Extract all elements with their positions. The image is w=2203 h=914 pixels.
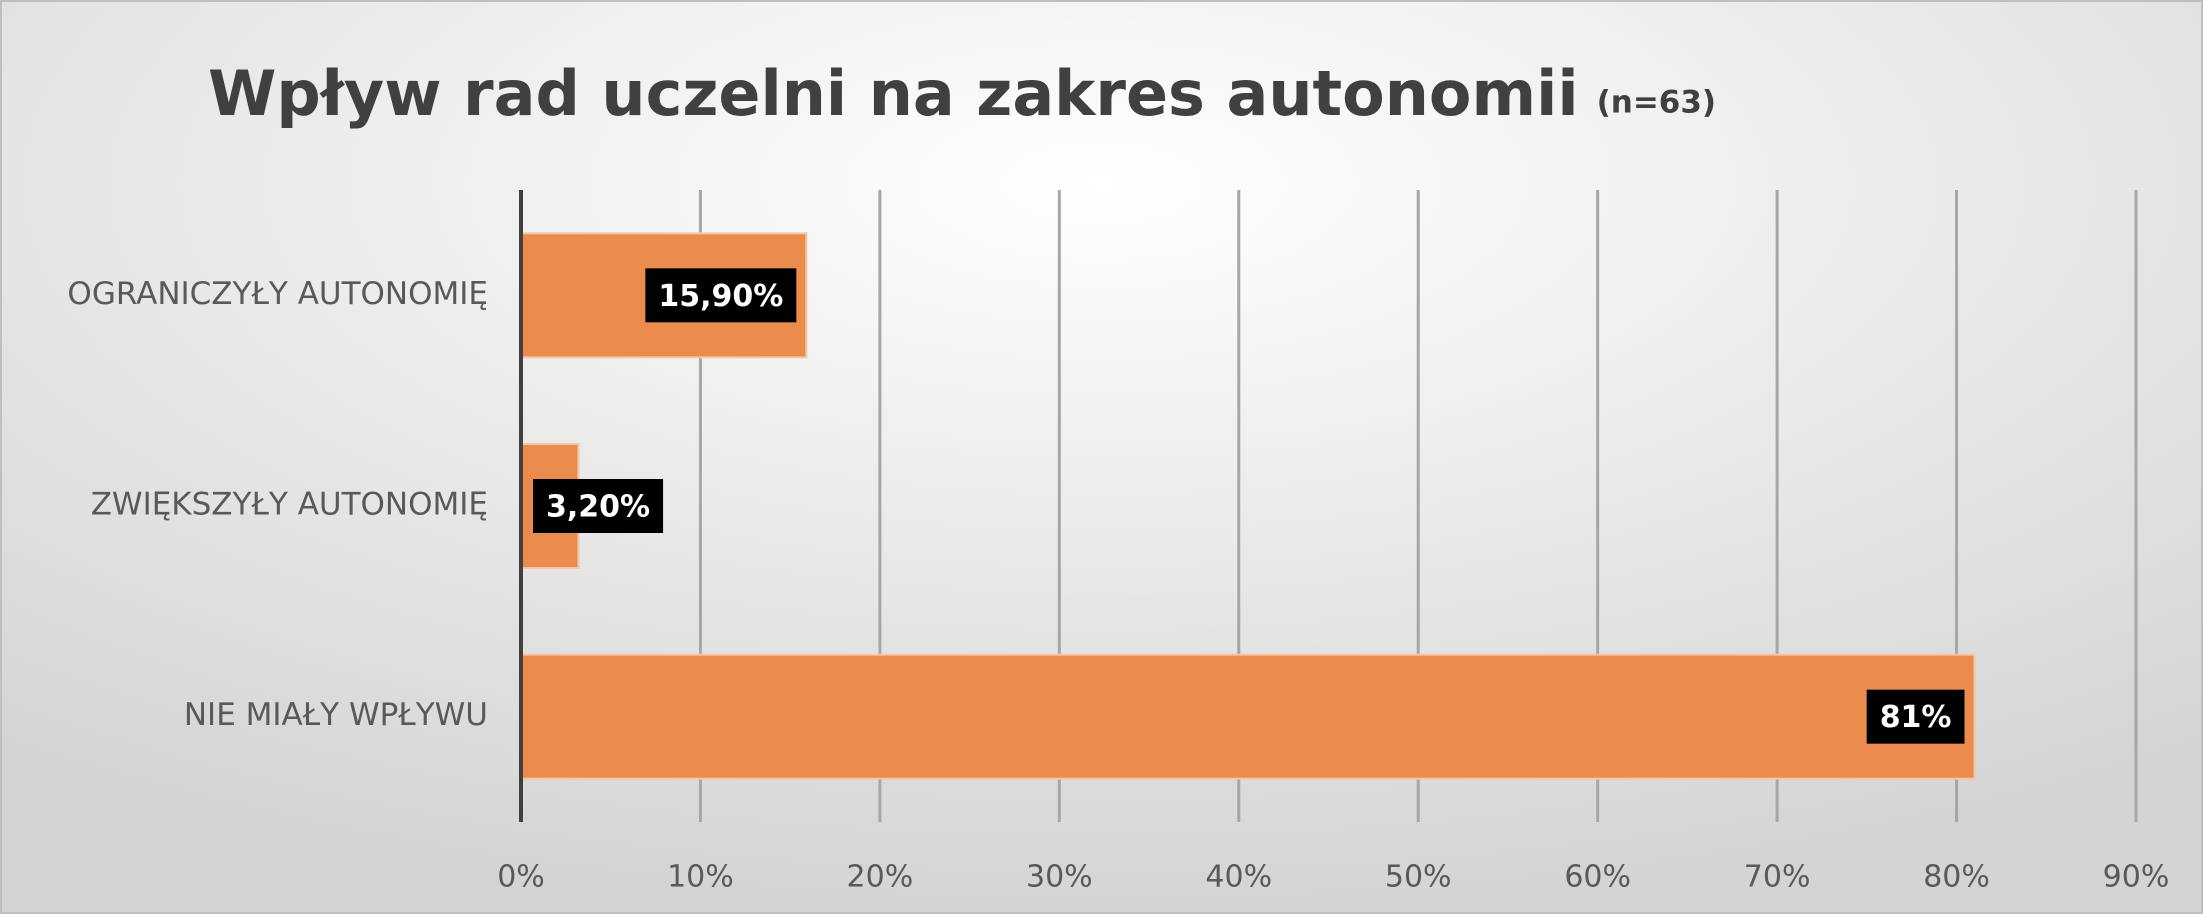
data-label-box (533, 479, 664, 533)
chart-title: Wpływ rad uczelni na zakres autonomii (208, 57, 1579, 130)
x-tick-label: 80% (1923, 860, 1990, 895)
x-tick-label: 60% (1564, 860, 1631, 895)
x-tick-label: 0% (497, 860, 545, 895)
x-tick-label: 30% (1026, 860, 1093, 895)
x-tick-label: 40% (1205, 860, 1272, 895)
title-note: (n=63) (1597, 85, 1717, 121)
data-label-box (1866, 689, 1965, 744)
x-tick-label: 70% (1744, 860, 1811, 895)
data-label: 15,90% (658, 279, 783, 314)
y-tick-label: ZWIĘKSZYŁY AUTONOMIĘ (91, 487, 488, 523)
data-label: 81% (1880, 700, 1952, 735)
y-tick-label: OGRANICZYŁY AUTONOMIĘ (67, 276, 488, 312)
data-label-box (645, 268, 797, 323)
x-tick-label: 90% (2103, 860, 2170, 895)
y-tick-label: NIE MIAŁY WPŁYWU (184, 697, 488, 733)
x-tick-label: 20% (847, 860, 914, 895)
x-tick-label: 10% (667, 860, 734, 895)
x-tick-label: 50% (1385, 860, 1452, 895)
bar (520, 653, 1976, 780)
data-label: 3,20% (546, 490, 650, 525)
